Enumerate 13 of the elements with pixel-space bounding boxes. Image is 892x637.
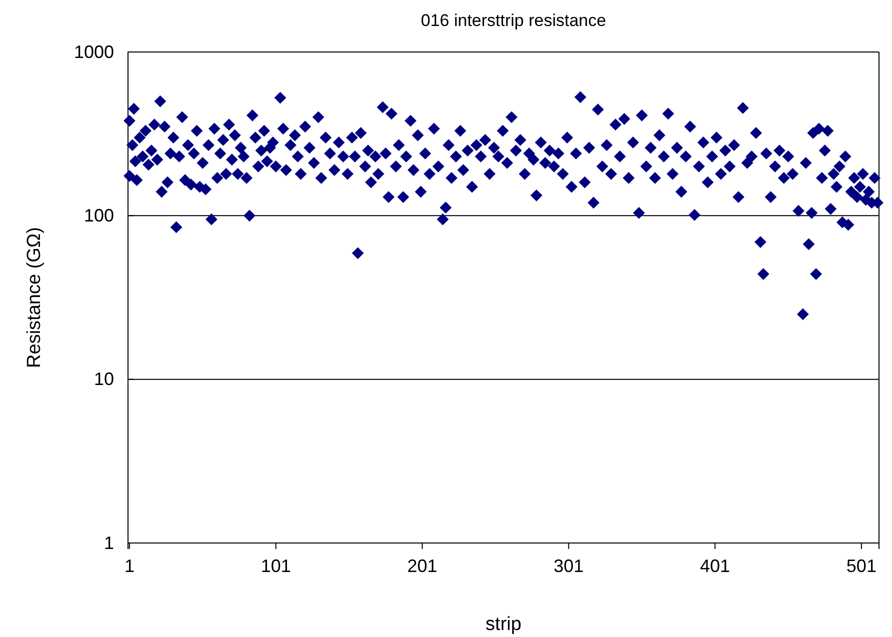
x-tick-label: 101 <box>260 556 291 576</box>
chart-title: 016 intersttrip resistance <box>420 11 606 30</box>
x-tick-label: 201 <box>407 556 438 576</box>
x-tick-label: 301 <box>554 556 584 576</box>
x-tick-label: 401 <box>700 556 730 576</box>
y-tick-label: 10 <box>94 369 114 390</box>
y-tick-label: 1 <box>104 532 114 553</box>
x-tick-label: 1 <box>124 556 134 576</box>
y-tick-label: 1000 <box>74 42 114 62</box>
x-tick-label: 501 <box>846 556 876 576</box>
y-tick-label: 100 <box>84 205 114 226</box>
y-axis-title: Resistance (GΩ) <box>24 227 45 368</box>
x-axis-title: strip <box>486 614 522 635</box>
